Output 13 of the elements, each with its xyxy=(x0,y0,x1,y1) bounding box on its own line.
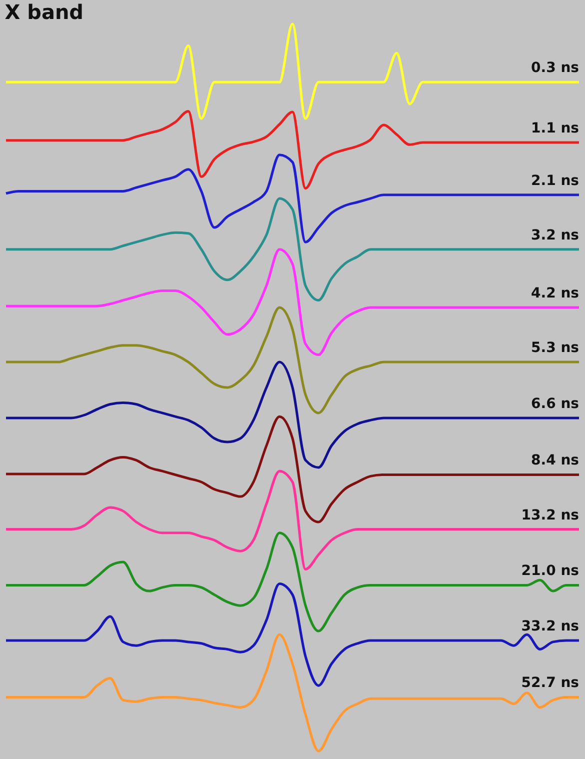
series-label: 3.2 ns xyxy=(531,227,579,244)
series-label: 0.3 ns xyxy=(531,60,579,76)
series-label: 6.6 ns xyxy=(531,396,579,412)
series-label: 2.1 ns xyxy=(531,172,579,189)
series-label: 33.2 ns xyxy=(521,618,579,634)
chart-title: X band xyxy=(4,0,84,24)
series-label: 8.4 ns xyxy=(531,452,579,469)
series-label: 5.3 ns xyxy=(531,340,579,356)
series-label: 52.7 ns xyxy=(521,675,579,692)
series-label: 1.1 ns xyxy=(531,120,579,136)
series-label: 13.2 ns xyxy=(521,507,579,524)
series-label: 4.2 ns xyxy=(531,286,579,302)
series-label: 21.0 ns xyxy=(521,563,579,580)
